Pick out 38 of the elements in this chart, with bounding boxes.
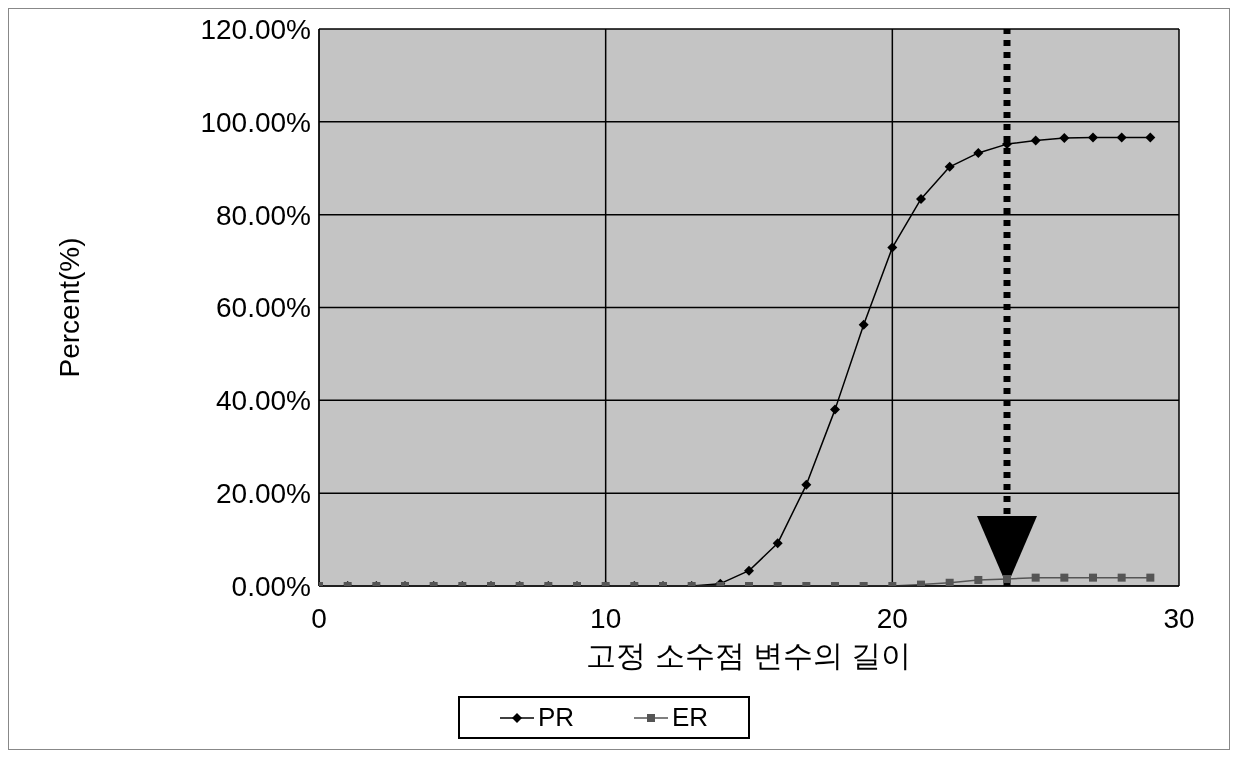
point [1089, 573, 1097, 582]
y-tick-label: 40.00% [216, 385, 311, 417]
x-tick-label: 20 [876, 602, 908, 634]
point [830, 404, 840, 415]
y-tick-label: 100.00% [200, 106, 311, 138]
point [772, 538, 783, 549]
y-tick-label: 120.00% [200, 13, 311, 45]
point [1117, 573, 1126, 582]
x-tick-label: 10 [590, 602, 622, 634]
point [945, 578, 954, 586]
point [1146, 573, 1155, 582]
x-tick-label: 30 [1163, 602, 1195, 634]
point [917, 580, 925, 586]
point [973, 147, 984, 158]
x-tick-label: 0 [311, 602, 327, 634]
y-tick-label: 80.00% [216, 199, 311, 231]
point [1088, 132, 1098, 143]
point [944, 161, 955, 172]
y-tick-label: 60.00% [216, 292, 311, 324]
point [974, 575, 983, 584]
point [1059, 133, 1070, 144]
point [744, 565, 754, 576]
point [1030, 135, 1041, 146]
y-tick-label: 0.00% [231, 570, 311, 602]
x-axis-title: 고정 소수점 변수의 길이 [586, 639, 912, 672]
legend-label: PR [537, 702, 574, 733]
point [1003, 575, 1011, 584]
point [801, 479, 812, 490]
point [1060, 573, 1069, 582]
point [1145, 132, 1156, 143]
point [1031, 573, 1040, 582]
point [1116, 132, 1127, 143]
point [887, 242, 898, 253]
y-axis-title: Percent(%) [53, 237, 85, 378]
point [858, 319, 869, 330]
point [916, 193, 926, 204]
legend-label: ER [672, 702, 709, 733]
y-tick-label: 20.00% [216, 478, 311, 510]
